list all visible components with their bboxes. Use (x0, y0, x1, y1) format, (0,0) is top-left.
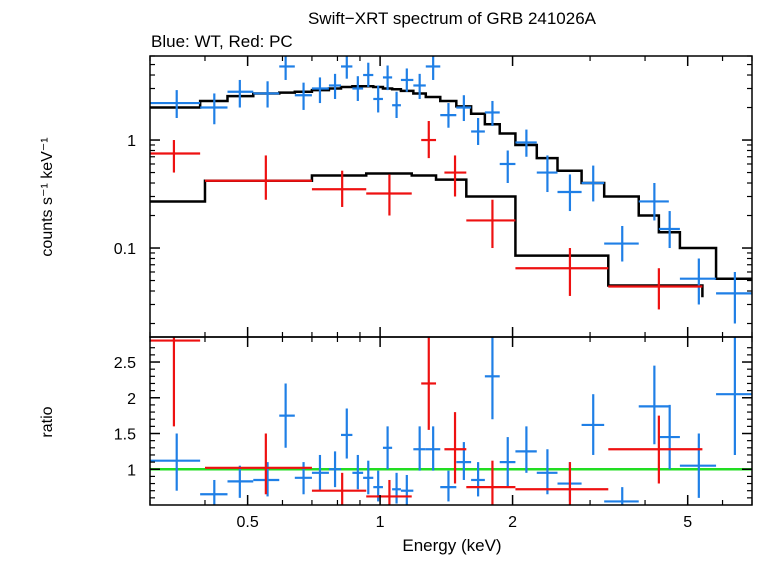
ratio-wt-point (716, 337, 752, 455)
spectrum-wt-point (536, 155, 558, 193)
x-tick-label: 5 (683, 514, 692, 531)
spectrum-pc-point (366, 174, 412, 216)
spectrum-wt-point (392, 91, 401, 118)
x-tick-label: 0.5 (237, 514, 259, 531)
ratio-wt-point (456, 442, 472, 480)
ratio-wt-point (581, 394, 605, 455)
spectrum-wt-point (440, 103, 457, 128)
spectrum-wt-point (499, 150, 516, 184)
spectrum-wt-point (311, 77, 329, 104)
spectrum-pc-point (466, 199, 516, 249)
ratio-wt-point (352, 454, 364, 490)
bottom-y-axis-label: ratio (39, 406, 56, 437)
ratio-wt-point (400, 474, 414, 505)
spectrum-wt-point (400, 68, 414, 92)
ratio-pc-point (204, 433, 312, 495)
spectrum-pc-point (608, 268, 703, 310)
spectrum-pc-point (515, 248, 609, 296)
x-tick-label: 2 (508, 514, 517, 531)
spectrum-wt-point (604, 225, 639, 262)
model-step-line-1 (150, 84, 752, 280)
ratio-wt-point (515, 426, 537, 473)
ratio-wt-point (392, 472, 401, 504)
spectrum-pc-point (421, 121, 437, 159)
ratio-wt-point (658, 404, 680, 470)
ratio-wt-point (679, 433, 717, 498)
ratio-pc-point (311, 472, 367, 505)
spectrum-wt-point (363, 62, 374, 87)
ratio-pc-point (608, 415, 703, 484)
bottom-y-tick-label: 2.5 (114, 355, 136, 372)
spectrum-wt-point (716, 271, 752, 324)
x-tick-label: 1 (376, 514, 385, 531)
spectrum-wt-point (456, 95, 472, 122)
spectrum-wt-point (253, 81, 280, 108)
ratio-wt-point (363, 460, 374, 495)
ratio-wt-point (425, 426, 441, 471)
ratio-pc-point (466, 460, 516, 505)
ratio-wt-point (311, 454, 329, 491)
spectrum-wt-point (413, 73, 426, 99)
spectrum-wt-point (352, 76, 364, 101)
bottom-y-tick-label: 1.5 (114, 427, 136, 444)
ratio-wt-point (536, 449, 558, 495)
ratio-wt-point (484, 337, 500, 420)
ratio-pc-point (421, 337, 437, 430)
ratio-pc-point (150, 337, 201, 427)
ratio-wt-point (341, 408, 353, 459)
spectrum-wt-point (294, 82, 312, 110)
bottom-panel-frame (149, 336, 753, 506)
spectrum-pc-point (204, 155, 312, 200)
spectrum-wt-point (341, 56, 353, 79)
model-step-line-2 (150, 172, 704, 298)
spectrum-wt-point (425, 56, 441, 80)
top-y-axis-label: counts s⁻¹ keV⁻¹ (39, 137, 56, 256)
spectrum-wt-point (227, 79, 254, 108)
spectrum-wt-point (279, 56, 295, 80)
ratio-wt-point (638, 365, 669, 445)
spectrum-wt-point (515, 129, 537, 157)
spectrum-pc-point (444, 155, 467, 197)
plot-layer: 0.5 1 2 5 0.1 1 1 1.5 2 2.5 (114, 55, 753, 531)
spectrum-wt-point (679, 258, 717, 305)
ratio-wt-point (328, 451, 342, 488)
top-y-tick-label: 1 (127, 133, 136, 150)
ratio-pc-point (444, 412, 467, 484)
ratio-wt-point (227, 465, 254, 498)
x-axis-label: Energy (keV) (402, 536, 501, 555)
ratio-wt-point (279, 383, 295, 448)
bottom-panel-marks (150, 337, 752, 505)
ratio-wt-point (200, 479, 228, 505)
ratio-pc-point (515, 462, 609, 505)
spectrum-pc-point (150, 140, 201, 173)
spectrum-wt-point (382, 65, 393, 91)
top-panel-marks (150, 56, 752, 324)
bottom-y-tick-label: 2 (127, 391, 136, 408)
spectrum-wt-point (581, 165, 605, 202)
spectrum-wt-point (658, 211, 680, 249)
spectrum-wt-point (471, 117, 485, 145)
bottom-y-tick-label: 1 (127, 462, 136, 479)
ratio-wt-point (499, 437, 516, 488)
spectrum-wt-point (484, 100, 500, 126)
ratio-wt-point (440, 470, 457, 502)
spectrum-wt-point (150, 90, 201, 118)
ratio-pc-point (366, 479, 412, 505)
ratio-wt-point (604, 487, 639, 505)
ratio-wt-point (471, 462, 485, 497)
spectrum-wt-point (200, 93, 228, 125)
chart-subtitle: Blue: WT, Red: PC (151, 32, 293, 51)
spectrum-wt-point (328, 73, 342, 99)
chart-title: Swift−XRT spectrum of GRB 241026A (308, 9, 597, 28)
ratio-wt-point (150, 433, 201, 491)
spectrum-pc-point (311, 170, 367, 207)
spectrum-wt-point (557, 174, 582, 212)
spectrum-wt-point (638, 183, 669, 221)
ratio-wt-point (382, 426, 393, 470)
ratio-wt-point (413, 426, 426, 471)
spectrum-wt-point (373, 85, 383, 113)
top-y-tick-label: 0.1 (114, 241, 136, 258)
